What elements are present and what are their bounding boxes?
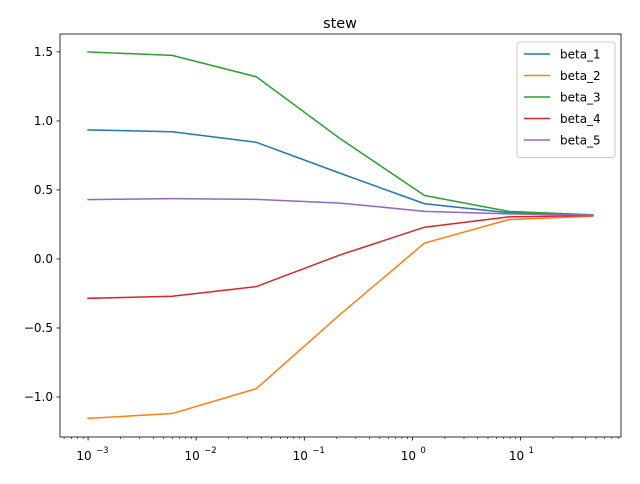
x-tick-exponent: −3 bbox=[96, 446, 109, 456]
plot-frame bbox=[59, 33, 622, 438]
x-tick-exponent: 1 bbox=[529, 446, 534, 456]
legend-label: beta_4 bbox=[560, 112, 601, 126]
y-tick-label: −0.5 bbox=[24, 321, 53, 335]
y-tick-label: 1.0 bbox=[34, 114, 53, 128]
y-tick-label: −1.0 bbox=[24, 390, 53, 404]
legend-label: beta_1 bbox=[560, 48, 601, 62]
plot-lines bbox=[87, 51, 594, 420]
series-line-beta-3 bbox=[87, 51, 594, 216]
x-tick-label: 10 bbox=[509, 449, 524, 463]
series-line-beta-5 bbox=[87, 197, 594, 216]
legend: beta_1 beta_2 beta_3 beta_4 beta_5 bbox=[516, 41, 616, 158]
x-tick-label: 10 bbox=[76, 449, 91, 463]
legend-box bbox=[516, 41, 616, 158]
chart-title: stew bbox=[323, 16, 357, 32]
y-tick-label: 0.5 bbox=[34, 183, 53, 197]
y-tick-label: 1.5 bbox=[34, 45, 53, 59]
legend-label: beta_5 bbox=[560, 134, 601, 148]
series-line-beta-2 bbox=[87, 215, 594, 420]
x-axis: 10 −3 10 −2 10 −1 10 0 10 1 bbox=[63, 437, 619, 463]
x-tick-exponent: −1 bbox=[312, 446, 325, 456]
x-tick-exponent: 0 bbox=[420, 446, 425, 456]
series-line-beta-4 bbox=[87, 214, 594, 300]
y-axis: 1.5 1.0 0.5 0.0 −0.5 −1.0 bbox=[24, 45, 60, 404]
x-tick-exponent: −2 bbox=[204, 446, 217, 456]
series-line-beta-1 bbox=[87, 129, 594, 216]
legend-label: beta_2 bbox=[560, 69, 601, 83]
legend-label: beta_3 bbox=[560, 91, 601, 105]
x-tick-label: 10 bbox=[293, 449, 308, 463]
x-tick-label: 10 bbox=[401, 449, 416, 463]
y-tick-label: 0.0 bbox=[34, 252, 53, 266]
x-tick-label: 10 bbox=[185, 449, 200, 463]
